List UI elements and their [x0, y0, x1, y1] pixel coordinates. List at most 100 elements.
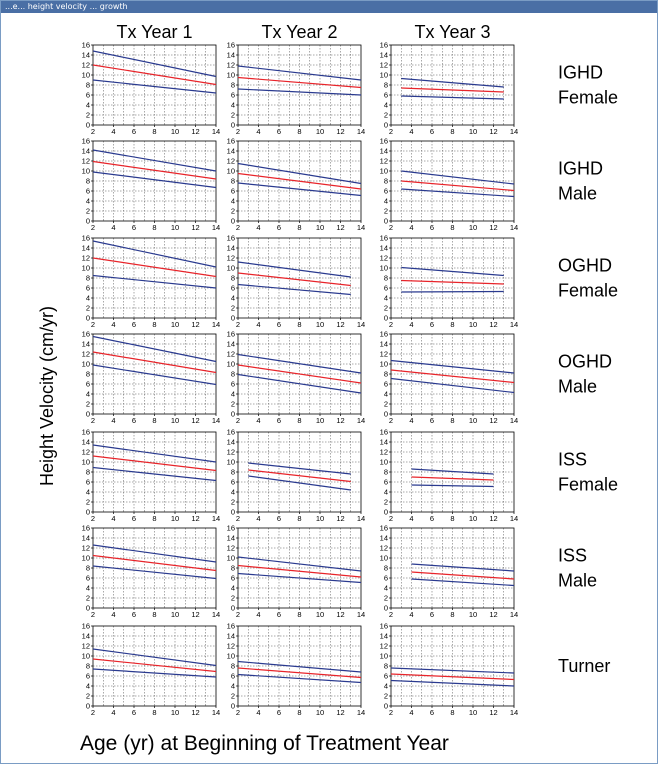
- x-tick-label: 14: [357, 514, 365, 523]
- x-tick-label: 10: [171, 514, 179, 523]
- y-tick-label: 14: [227, 632, 235, 641]
- x-tick-label: 10: [171, 320, 179, 329]
- y-tick-label: 4: [231, 294, 235, 303]
- x-tick-label: 14: [212, 127, 220, 136]
- y-tick-label: 14: [380, 244, 388, 253]
- x-tick-label: 8: [297, 708, 301, 717]
- y-tick-label: 2: [231, 692, 235, 701]
- y-tick-label: 14: [380, 534, 388, 543]
- upper-line: [92, 240, 217, 268]
- y-tick-label: 0: [86, 121, 90, 130]
- y-tick-label: 2: [86, 594, 90, 603]
- x-tick-label: 10: [171, 416, 179, 425]
- x-tick-label: 10: [171, 223, 179, 232]
- upper-line: [411, 468, 494, 475]
- y-tick-label: 8: [86, 468, 90, 477]
- y-tick-label: 4: [384, 101, 388, 110]
- y-tick-label: 16: [380, 234, 388, 243]
- x-tick-label: 12: [489, 416, 497, 425]
- x-tick-label: 2: [389, 610, 393, 619]
- y-tick-label: 2: [231, 207, 235, 216]
- y-tick-label: 10: [380, 458, 388, 467]
- x-tick-label: 10: [469, 320, 477, 329]
- x-tick-label: 4: [409, 514, 413, 523]
- y-tick-label: 4: [231, 101, 235, 110]
- y-tick-label: 8: [231, 370, 235, 379]
- y-tick-label: 10: [82, 458, 90, 467]
- y-tick-label: 8: [384, 274, 388, 283]
- x-tick-label: 10: [316, 514, 324, 523]
- y-tick-label: 0: [384, 217, 388, 226]
- upper-line: [390, 667, 515, 674]
- x-tick-label: 8: [297, 223, 301, 232]
- y-tick-label: 16: [380, 330, 388, 339]
- y-tick-label: 10: [380, 264, 388, 273]
- column-title: Tx Year 2: [261, 22, 337, 42]
- x-tick-label: 14: [357, 708, 365, 717]
- y-tick-label: 6: [384, 284, 388, 293]
- x-tick-label: 6: [277, 320, 281, 329]
- row-label: IGHD: [558, 63, 603, 83]
- y-tick-label: 0: [231, 508, 235, 517]
- x-tick-label: 4: [256, 223, 260, 232]
- lower-line: [390, 377, 515, 394]
- x-tick-label: 6: [430, 514, 434, 523]
- median-line: [248, 469, 351, 483]
- x-tick-label: 12: [489, 223, 497, 232]
- y-tick-label: 14: [82, 51, 90, 60]
- lower-line: [390, 679, 515, 687]
- y-tick-label: 6: [384, 574, 388, 583]
- lower-line: [92, 171, 217, 189]
- y-tick-label: 10: [82, 167, 90, 176]
- x-tick-label: 14: [357, 320, 365, 329]
- median-line: [92, 554, 217, 572]
- y-tick-label: 8: [86, 662, 90, 671]
- upper-line: [92, 444, 217, 463]
- y-tick-label: 2: [86, 400, 90, 409]
- x-tick-label: 2: [236, 514, 240, 523]
- y-tick-label: 8: [384, 370, 388, 379]
- x-tick-label: 2: [91, 223, 95, 232]
- y-tick-label: 12: [82, 448, 90, 457]
- x-tick-label: 4: [111, 610, 115, 619]
- x-tick-label: 10: [469, 514, 477, 523]
- y-tick-label: 10: [82, 554, 90, 563]
- y-tick-label: 4: [231, 197, 235, 206]
- y-tick-label: 14: [82, 438, 90, 447]
- x-tick-label: 4: [111, 320, 115, 329]
- lower-line: [237, 572, 362, 584]
- y-tick-label: 4: [384, 488, 388, 497]
- x-tick-label: 14: [510, 127, 518, 136]
- y-tick-label: 0: [86, 508, 90, 517]
- y-tick-label: 12: [227, 254, 235, 263]
- x-tick-label: 12: [336, 223, 344, 232]
- x-tick-label: 4: [256, 514, 260, 523]
- upper-line: [401, 170, 515, 185]
- median-line: [411, 571, 515, 580]
- y-tick-label: 12: [380, 61, 388, 70]
- y-tick-label: 2: [86, 498, 90, 507]
- x-axis-label: Age (yr) at Beginning of Treatment Year: [80, 732, 449, 755]
- x-tick-label: 4: [409, 127, 413, 136]
- x-tick-label: 8: [152, 223, 156, 232]
- x-tick-label: 6: [277, 223, 281, 232]
- x-tick-label: 4: [111, 708, 115, 717]
- median-line: [237, 564, 362, 578]
- y-tick-label: 8: [231, 564, 235, 573]
- y-tick-label: 6: [384, 672, 388, 681]
- y-tick-label: 16: [380, 524, 388, 533]
- x-tick-label: 8: [450, 708, 454, 717]
- row-label: Male: [558, 184, 597, 204]
- x-tick-label: 2: [91, 610, 95, 619]
- x-tick-label: 4: [256, 320, 260, 329]
- x-tick-label: 12: [489, 127, 497, 136]
- x-tick-label: 14: [357, 127, 365, 136]
- x-tick-label: 6: [277, 708, 281, 717]
